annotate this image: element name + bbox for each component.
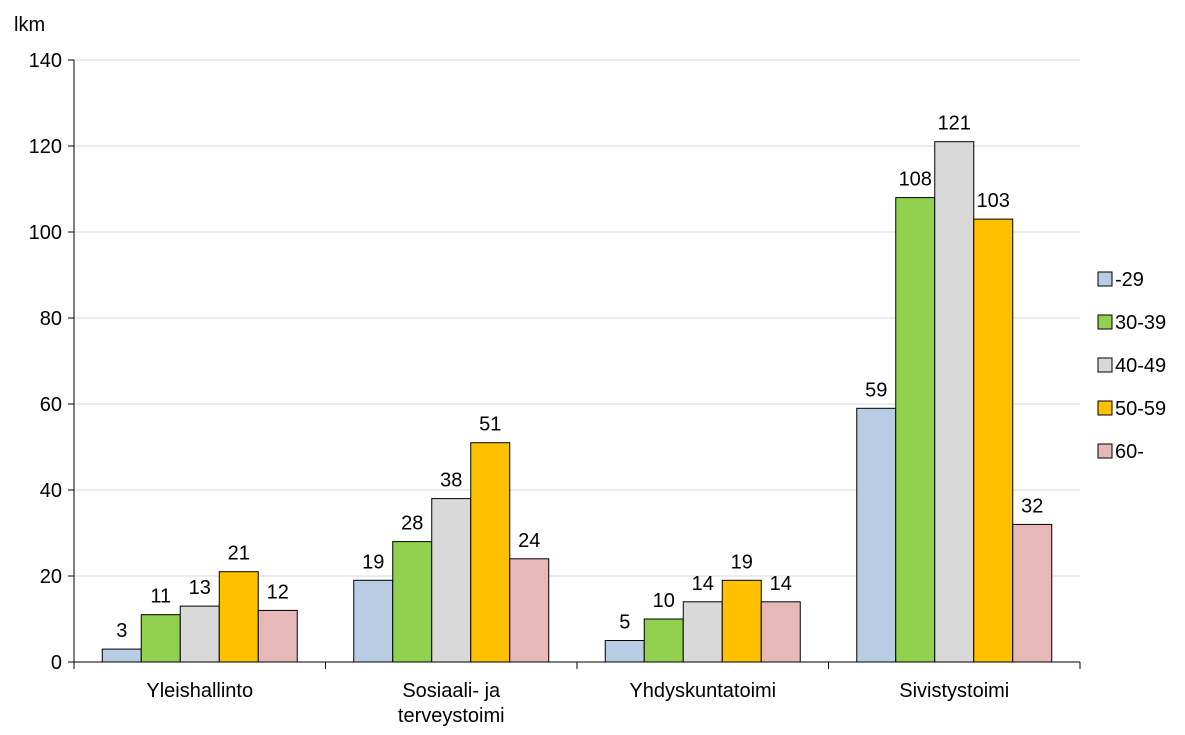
data-label: 28 <box>401 513 423 535</box>
legend-swatch <box>1097 271 1113 287</box>
legend-label: 40-49 <box>1115 355 1166 377</box>
legend-swatch <box>1097 314 1113 330</box>
data-label: 21 <box>228 543 250 565</box>
data-label: 108 <box>899 169 932 191</box>
x-category-label: Sosiaali- ja <box>402 680 501 702</box>
bar <box>140 614 181 663</box>
data-label: 19 <box>362 551 384 573</box>
data-label: 103 <box>977 190 1010 212</box>
data-label: 12 <box>267 581 289 603</box>
y-tick-label: 0 <box>51 652 62 674</box>
data-label: 38 <box>440 470 462 492</box>
data-label: 3 <box>116 620 127 642</box>
bar <box>973 218 1014 663</box>
bar <box>721 579 762 663</box>
x-category-label: Yleishallinto <box>146 680 253 702</box>
data-label: 24 <box>518 530 540 552</box>
bar <box>431 498 472 663</box>
bar <box>470 442 511 663</box>
y-tick-label: 20 <box>40 566 62 588</box>
y-tick-label: 80 <box>40 308 62 330</box>
y-tick-label: 40 <box>40 480 62 502</box>
bar <box>353 579 394 663</box>
y-tick-label: 140 <box>29 50 62 72</box>
data-labels: 3 11 13 21 12 19 28 38 51 24 5 10 14 19 14 59 108 121 103 3… <box>116 113 1043 642</box>
data-label: 11 <box>150 586 171 608</box>
bar <box>509 558 550 663</box>
data-label: 13 <box>189 577 211 599</box>
y-tick-label: 60 <box>40 394 62 416</box>
data-label: 10 <box>653 590 675 612</box>
y-tick-label: 120 <box>29 136 62 158</box>
y-tick-label: 100 <box>29 222 62 244</box>
data-label: 14 <box>770 573 792 595</box>
bar <box>179 605 220 663</box>
bar <box>1012 523 1053 663</box>
y-axis-title: lkm <box>14 14 45 36</box>
x-category-label: Yhdyskuntatoimi <box>629 680 776 702</box>
data-label: 51 <box>479 414 501 436</box>
data-label: 121 <box>938 113 971 135</box>
data-label: 19 <box>731 551 753 573</box>
gridlines <box>74 59 1080 577</box>
data-label: 14 <box>692 573 714 595</box>
legend-label: 30-39 <box>1115 312 1166 334</box>
axes: 0 20 40 60 80 100 120 140 Yleishallinto Sosiaali-… <box>29 50 1081 727</box>
legend: -29 30-39 40-49 50-59 60- <box>1097 269 1166 463</box>
legend-label: -29 <box>1115 269 1144 291</box>
legend-label: 60- <box>1115 441 1144 463</box>
legend-swatch <box>1097 400 1113 416</box>
bar <box>101 648 142 663</box>
data-label: 59 <box>865 379 887 401</box>
bar <box>856 407 897 663</box>
bar <box>604 640 645 663</box>
x-category-label: Sivistystoimi <box>899 680 1009 702</box>
bar <box>392 541 433 663</box>
legend-label: 50-59 <box>1115 398 1166 420</box>
data-label: 32 <box>1021 495 1043 517</box>
bar <box>682 601 723 663</box>
bar <box>895 197 936 663</box>
data-label: 5 <box>619 612 630 634</box>
legend-swatch <box>1097 443 1113 459</box>
bar <box>257 609 298 663</box>
x-category-label: terveystoimi <box>398 705 505 727</box>
bar <box>760 601 801 663</box>
bar <box>643 618 684 663</box>
bar <box>934 141 975 663</box>
bar <box>218 571 259 663</box>
legend-swatch <box>1097 357 1113 373</box>
bars <box>101 141 1053 663</box>
